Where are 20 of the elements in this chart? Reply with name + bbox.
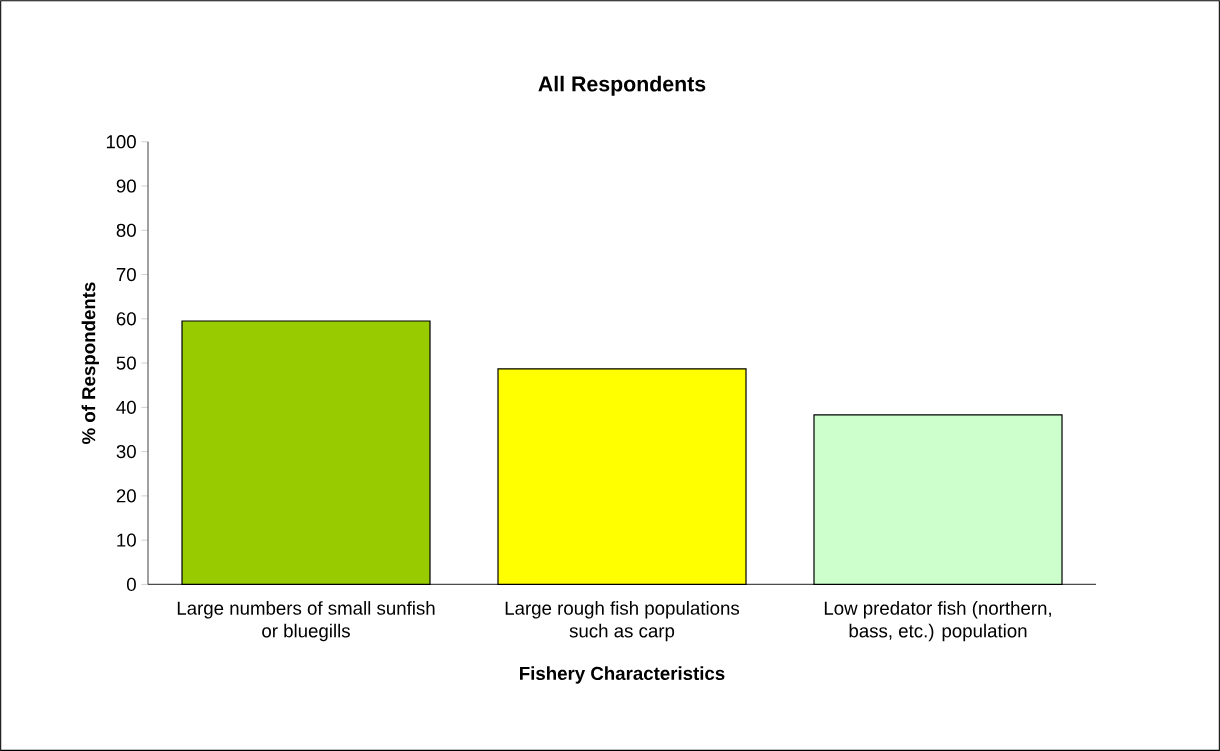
y-axis-title: % of Respondents <box>81 282 99 444</box>
y-tick-label: 90 <box>116 179 136 193</box>
y-tick-label: 0 <box>126 577 136 591</box>
y-tick-label: 60 <box>116 312 136 326</box>
y-tick-label: 30 <box>116 444 136 459</box>
x-tick-label: Large numbers of small sunfish or bluegills <box>177 601 435 642</box>
x-tick-label: Low predator fish (northern, bass, etc.) population <box>824 601 1051 642</box>
x-axis-title: Fishery Characteristics <box>520 666 725 684</box>
chart-title: All Respondents <box>538 75 706 96</box>
y-tick-label: 100 <box>106 135 136 149</box>
y-tick-label: 20 <box>116 489 136 503</box>
y-tick-label: 10 <box>117 533 136 547</box>
bar <box>497 368 747 585</box>
y-tick-label: 40 <box>116 400 136 414</box>
bar <box>181 320 431 585</box>
y-tick-label: 50 <box>116 356 136 370</box>
x-tick-label: Large rough fish populations such as carp <box>505 601 740 642</box>
y-tick-label: 70 <box>116 267 136 282</box>
y-tick-label: 80 <box>116 223 136 237</box>
bar <box>813 414 1063 585</box>
